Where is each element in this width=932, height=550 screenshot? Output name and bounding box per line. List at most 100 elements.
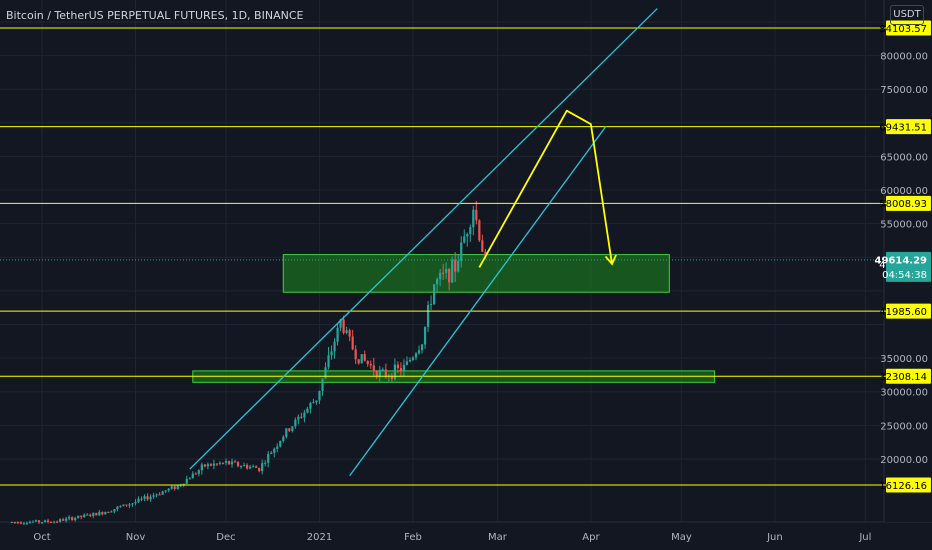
candle-body [270,452,273,454]
candle-body [351,336,354,350]
candle-body [89,514,92,516]
candle-body [95,512,98,516]
candle-body [140,498,143,500]
candle-body [375,371,378,377]
level-price-tag: 41985.60 [879,307,927,318]
candle-body [472,209,475,228]
candle-body [261,463,264,472]
candle-body [336,327,339,342]
candle-body [161,491,164,495]
candle-body [62,519,65,521]
channel-line-1 [189,8,658,470]
support-zone-1 [282,254,670,293]
candle-body [116,506,119,510]
candle-body [68,517,71,519]
candle-body [188,478,191,480]
candle-body [143,496,146,499]
candle-body [71,517,74,521]
time-tick-label: Apr [582,532,600,543]
candle-body [264,462,267,464]
candle-body [209,464,213,466]
candle-body [28,522,32,524]
candle-body [384,369,387,377]
candle-body [436,279,439,285]
candle-body [110,511,113,513]
candle-body [282,436,285,441]
candle-body [475,209,478,221]
candle-body [125,504,128,506]
candle-body [224,461,228,463]
candle-body [242,465,246,467]
candle-body [31,521,35,523]
candle-body [273,448,276,453]
candle-body [454,259,457,272]
candle-body [134,501,137,504]
candle-body [215,463,219,465]
price-tick-label: 30000.00 [880,388,928,399]
candle-body [43,520,47,523]
candle-body [463,236,466,243]
candle-body [469,227,472,235]
candle-body [408,359,412,362]
candle-body [146,496,149,500]
candle-body [55,521,59,523]
candle-body [176,485,179,490]
price-tick-label: 35000.00 [880,354,928,365]
candle-body [363,354,366,361]
candle-body [267,453,270,463]
candle-body [113,509,116,512]
candle-body [405,361,409,365]
candle-body [396,364,400,369]
candle-body [414,353,418,358]
candle-body [19,522,22,524]
current-price-tag: 49614.29 [874,256,927,267]
candle-body [16,522,19,524]
candle-body [122,504,125,507]
chart-title: Bitcoin / TetherUS PERPETUAL FUTURES, 1D… [6,9,304,22]
candle-body [221,462,225,464]
candle-body [49,521,53,523]
candle-body [291,426,294,431]
currency-button[interactable]: USDT [890,5,924,25]
candle-body [309,403,312,409]
price-tick-label: 80000.00 [880,52,928,63]
candle-body [390,375,393,380]
candle-body [173,486,176,490]
candle-body [288,428,291,431]
candle-body [345,330,348,333]
candle-body [324,367,327,379]
time-tick-label: Feb [404,532,422,543]
candle-body [399,368,403,372]
candle-body [354,349,357,360]
time-tick-label: Jul [858,532,871,543]
candle-body [378,369,381,377]
candle-body [131,503,134,505]
candle-body [327,355,330,368]
candle-body [348,330,351,337]
price-tick-label: 65000.00 [880,152,928,163]
level-price-tag-bg [886,303,931,319]
price-tick-label: 20000.00 [880,455,928,466]
candle-body [86,514,89,516]
time-tick-label: Mar [488,532,508,543]
candle-body [25,523,29,525]
candle-body [239,466,243,468]
candle-body [182,483,185,485]
candle-body [339,319,342,328]
candle-body [330,351,333,356]
level-price-tag-bg [886,195,931,211]
candle-body [40,522,44,524]
candle-body [119,506,122,508]
candle-body [426,305,430,327]
candle-body [466,234,469,237]
candle-body [58,519,62,522]
candle-body [149,496,152,500]
candle-body [402,364,406,372]
candle-body [74,518,77,521]
projection-arrowhead [604,254,617,266]
candle-body [13,521,16,523]
candle-body [203,464,206,467]
candle-body [366,360,369,364]
candle-body [484,251,487,256]
